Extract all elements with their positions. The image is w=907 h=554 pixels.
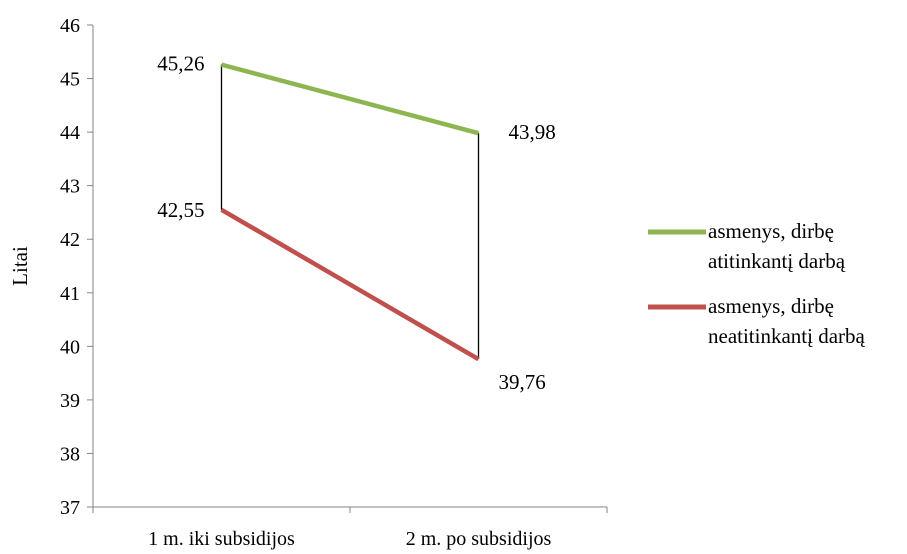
data-label: 42,55 [157, 198, 204, 222]
data-label: 43,98 [509, 120, 556, 144]
y-tick-label: 40 [60, 336, 80, 358]
series-line-1 [220, 62, 480, 136]
y-tick-label: 44 [60, 122, 80, 144]
y-tick-label: 45 [60, 69, 80, 91]
legend-label: atitinkantį darbą [708, 249, 846, 273]
y-tick-label: 43 [60, 176, 80, 198]
legend-label: asmenys, dirbę [708, 294, 834, 318]
y-tick-label: 39 [60, 390, 80, 412]
y-tick-label: 46 [60, 15, 80, 37]
y-axis-label: Litai [8, 246, 32, 286]
y-tick-label: 42 [60, 229, 80, 251]
data-label: 39,76 [499, 370, 546, 394]
legend-label: neatitinkantį darbą [708, 324, 866, 348]
y-tick-label: 41 [60, 283, 80, 305]
series-line-2 [220, 207, 480, 362]
x-tick-label: 2 m. po subsidijos [406, 528, 552, 550]
data-label: 45,26 [157, 52, 204, 76]
y-tick-label: 37 [60, 497, 80, 519]
y-tick-label: 38 [60, 443, 80, 465]
legend-label: asmenys, dirbę [708, 219, 834, 243]
x-tick-label: 1 m. iki subsidijos [148, 528, 295, 550]
